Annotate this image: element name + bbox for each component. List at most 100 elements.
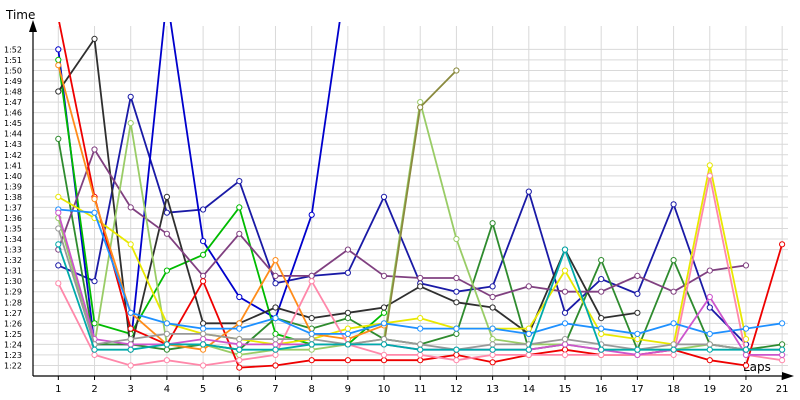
x-tick-label: 6 <box>236 384 242 395</box>
data-point <box>561 346 569 353</box>
data-point <box>200 346 207 353</box>
data-point <box>417 357 424 364</box>
data-point <box>598 257 605 264</box>
data-point <box>55 88 62 95</box>
data-point <box>272 304 279 311</box>
data-point <box>200 330 207 337</box>
data-point <box>489 359 496 366</box>
series-line <box>57 95 747 346</box>
data-point <box>706 172 713 179</box>
y-tick-label: 1:22 <box>4 361 22 370</box>
data-point <box>163 320 170 327</box>
data-point <box>634 309 641 316</box>
data-point <box>453 274 460 282</box>
data-point <box>55 62 62 69</box>
y-tick-label: 1:34 <box>4 235 22 244</box>
data-point <box>308 346 315 353</box>
data-point <box>779 320 786 327</box>
data-point <box>55 209 62 216</box>
y-tick-label: 1:50 <box>4 66 22 75</box>
x-tick-label: 11 <box>414 384 427 395</box>
data-point <box>127 346 134 353</box>
data-point <box>706 357 713 364</box>
y-tick-label: 1:39 <box>4 182 22 191</box>
data-point <box>489 304 496 311</box>
x-tick-label: 12 <box>450 384 463 395</box>
data-point <box>55 262 62 269</box>
data-point <box>91 278 98 285</box>
data-point <box>453 288 460 295</box>
series <box>55 15 786 371</box>
data-point <box>163 209 170 216</box>
data-point <box>236 336 243 343</box>
data-point <box>779 241 786 248</box>
y-tick-label: 1:23 <box>4 351 22 360</box>
data-point <box>417 346 424 353</box>
data-point <box>344 341 351 348</box>
data-point <box>561 336 569 343</box>
data-point <box>200 362 207 369</box>
data-point <box>417 315 424 322</box>
data-point <box>380 341 388 348</box>
data-point <box>634 336 641 343</box>
data-point <box>417 325 424 332</box>
data-point <box>561 246 569 253</box>
data-point <box>779 351 786 358</box>
data-point <box>236 325 243 332</box>
data-point <box>236 293 243 301</box>
data-point <box>127 336 134 343</box>
y-tick-label: 1:26 <box>4 319 22 328</box>
data-point <box>344 246 351 253</box>
y-tick-label: 1:24 <box>4 340 22 349</box>
data-point <box>598 351 605 358</box>
y-tick-labels: 1:221:23 1:241:25 1:261:27 1:281:29 1:301:31… <box>4 45 22 370</box>
data-point <box>742 262 750 269</box>
data-point <box>525 351 532 358</box>
data-point <box>598 276 605 283</box>
series-13 <box>55 206 786 337</box>
data-point <box>561 288 569 295</box>
data-point <box>417 104 424 111</box>
data-point <box>200 238 207 245</box>
data-point <box>670 351 677 358</box>
x-tick-label: 10 <box>378 384 391 395</box>
data-point <box>272 336 279 343</box>
data-point <box>200 320 207 327</box>
x-tick-label: 5 <box>200 384 206 395</box>
y-tick-label: 1:27 <box>4 309 22 318</box>
data-point <box>779 357 786 364</box>
data-point <box>56 15 61 20</box>
data-point <box>91 351 98 358</box>
data-point <box>706 162 713 169</box>
data-point <box>380 357 388 364</box>
data-point <box>453 357 460 364</box>
x-tick-label: 14 <box>522 384 535 395</box>
data-point <box>200 341 207 348</box>
series-12 <box>55 172 786 369</box>
data-point <box>634 272 641 279</box>
data-point <box>308 336 315 343</box>
data-point <box>453 235 460 243</box>
data-point <box>236 178 243 185</box>
y-tick-label: 1:37 <box>4 203 22 212</box>
y-tick-label: 1:25 <box>4 330 22 339</box>
data-point <box>453 325 460 332</box>
data-point <box>525 283 532 290</box>
data-point <box>380 193 388 200</box>
data-point <box>127 341 134 348</box>
y-tick-label: 1:35 <box>4 225 22 234</box>
y-tick-label: 1:45 <box>4 119 22 128</box>
data-point <box>344 315 351 322</box>
data-point <box>236 364 243 371</box>
data-point <box>634 346 641 353</box>
data-point <box>272 272 279 279</box>
data-point <box>706 341 713 348</box>
data-point <box>308 330 315 337</box>
data-point <box>344 357 351 364</box>
data-point <box>55 193 62 200</box>
axes <box>29 20 794 380</box>
data-point <box>272 351 279 358</box>
data-point <box>127 241 134 248</box>
data-point <box>272 280 279 287</box>
data-point <box>489 336 496 343</box>
